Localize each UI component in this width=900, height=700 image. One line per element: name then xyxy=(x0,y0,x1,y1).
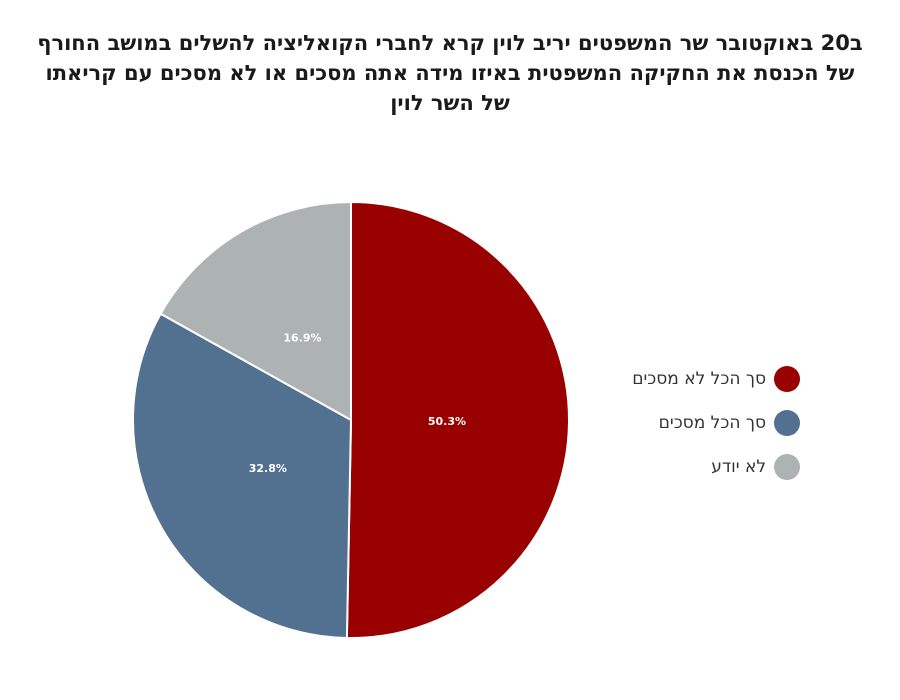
legend: סך הכל לא מסכים סך הכל מסכים לא יודע xyxy=(632,357,800,489)
pie-slice-agree[interactable] xyxy=(132,312,353,639)
legend-label-disagree: סך הכל לא מסכים xyxy=(632,369,766,389)
legend-swatch-agree xyxy=(774,410,800,436)
pie-slice-disagree[interactable] xyxy=(345,200,571,639)
chart-title-line-3: של השר לוין xyxy=(390,91,510,115)
legend-item-agree[interactable]: סך הכל מסכים xyxy=(632,401,800,445)
chart-title: ב20 באוקטובר שר המשפטים יריב לוין קרא לח… xyxy=(20,28,880,118)
pie-label-agree: 32.8% xyxy=(249,462,287,475)
legend-swatch-dont-know xyxy=(774,454,800,480)
legend-item-dont-know[interactable]: לא יודע xyxy=(632,445,800,489)
legend-swatch-disagree xyxy=(774,366,800,392)
pie-slice-dont-know[interactable] xyxy=(159,200,352,422)
chart-title-line-1: ב20 באוקטובר שר המשפטים יריב לוין קרא לח… xyxy=(37,31,863,55)
pie-label-disagree: 50.3% xyxy=(428,415,466,428)
legend-label-dont-know: לא יודע xyxy=(711,457,766,477)
pie-label-dont-know: 16.9% xyxy=(283,331,321,344)
legend-item-disagree[interactable]: סך הכל לא מסכים xyxy=(632,357,800,401)
legend-label-agree: סך הכל מסכים xyxy=(658,413,766,433)
chart-title-line-2: של הכנסת את החקיקה המשפטית באיזו מידה את… xyxy=(45,61,855,85)
